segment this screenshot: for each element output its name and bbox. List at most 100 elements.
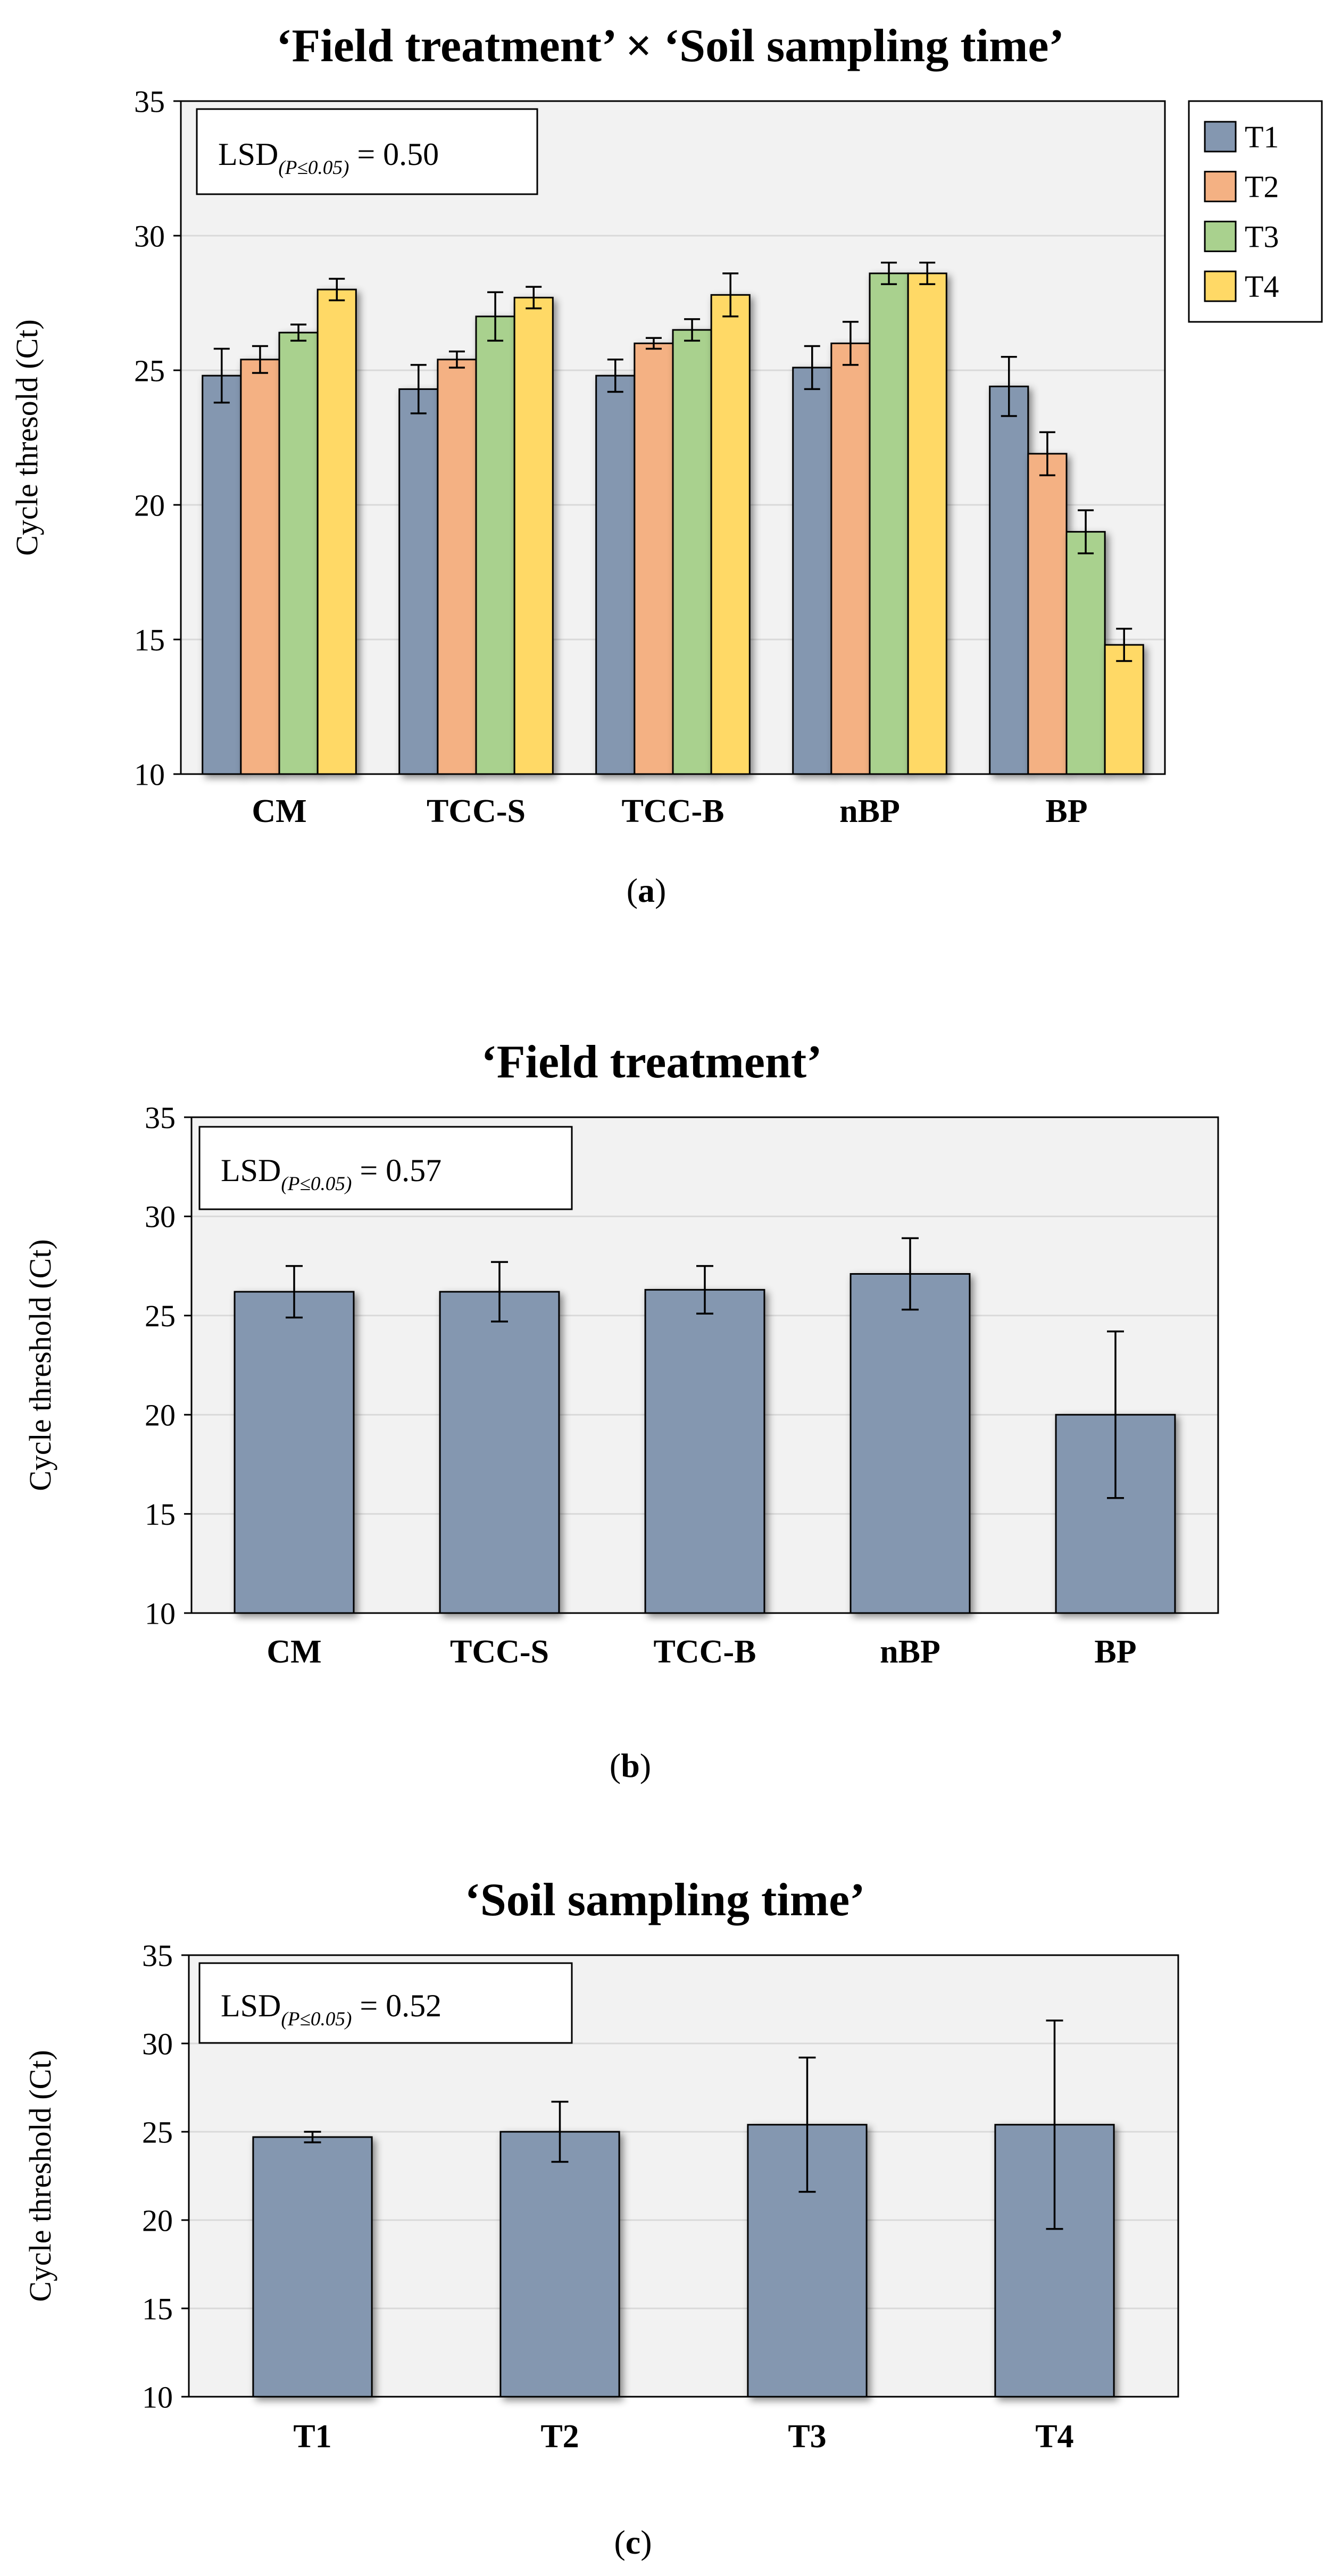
chart-title: ‘Field treatment’ × ‘Soil sampling time’ <box>276 20 1064 72</box>
chart-title: ‘Field treatment’ <box>481 1036 822 1088</box>
x-category-label: CM <box>252 793 306 829</box>
lsd-annotation: LSD(P≤0.05) = 0.52 <box>221 1988 442 2030</box>
y-tick-label: 35 <box>134 84 165 119</box>
lsd-value: = 0.52 <box>352 1988 442 2023</box>
bar <box>710 294 751 775</box>
y-tick-label: 10 <box>142 2380 173 2414</box>
y-tick-label: 35 <box>142 1938 173 1973</box>
legend-swatch <box>1204 270 1237 302</box>
bar <box>634 342 674 775</box>
y-tick-label: 20 <box>142 2203 173 2238</box>
bar <box>439 1291 560 1614</box>
chart-b: ‘Field treatment’ 10 15 20 25 30 35 Cycle thres… <box>23 1036 1219 1784</box>
bar <box>792 367 832 775</box>
figure-caption: (a) <box>627 871 667 909</box>
bar <box>398 388 439 775</box>
caption-close: ) <box>655 871 666 909</box>
x-category-label: T2 <box>540 2419 579 2455</box>
caption-letter: c <box>626 2523 640 2561</box>
bar <box>234 1291 355 1614</box>
x-category-label: nBP <box>839 793 900 829</box>
y-tick-label: 35 <box>145 1100 176 1135</box>
chart-c: ‘Soil sampling time’ 10 15 20 25 30 35 Cycle th… <box>23 1874 1179 2561</box>
chart-a: ‘Field treatment’ × ‘Soil sampling time’… <box>10 20 1323 909</box>
figure-caption: (c) <box>614 2523 652 2561</box>
y-tick-label: 30 <box>142 2026 173 2061</box>
legend-label: T2 <box>1245 170 1279 204</box>
y-tick-label: 30 <box>145 1200 176 1234</box>
legend-label: T1 <box>1245 120 1279 154</box>
y-tick-label: 25 <box>145 1299 176 1333</box>
x-category-label: nBP <box>880 1634 940 1670</box>
x-category-label: TCC-B <box>654 1634 756 1670</box>
x-category-label: BP <box>1045 793 1087 829</box>
bar <box>869 272 909 775</box>
y-tick-label: 25 <box>142 2115 173 2149</box>
bar <box>849 1273 971 1614</box>
lsd-subscript: (P≤0.05) <box>281 1173 352 1195</box>
y-tick-label: 20 <box>134 488 165 522</box>
bar <box>989 385 1029 775</box>
legend-label: T4 <box>1245 269 1279 304</box>
caption-close: ) <box>640 1747 651 1784</box>
plot-frame <box>188 1954 1179 2398</box>
bar <box>830 342 871 775</box>
bar <box>240 359 280 775</box>
bar <box>1065 531 1106 775</box>
caption-open: ( <box>614 2523 625 2561</box>
x-category-label: T1 <box>293 2419 331 2455</box>
lsd-value: = 0.50 <box>349 137 439 172</box>
caption-letter: a <box>638 871 655 909</box>
bar <box>252 2136 373 2398</box>
lsd-subscript: (P≤0.05) <box>278 157 349 179</box>
bar <box>907 272 947 775</box>
bar <box>437 359 477 775</box>
caption-open: ( <box>610 1747 621 1784</box>
y-axis-label: Cycle threshold (Ct) <box>23 2050 57 2302</box>
x-category-label: TCC-B <box>622 793 724 829</box>
y-tick-label: 25 <box>134 353 165 388</box>
y-tick-label: 10 <box>134 757 165 792</box>
lsd-box <box>196 108 538 195</box>
bar <box>513 296 554 775</box>
x-category-label: CM <box>266 1634 321 1670</box>
legend-swatch <box>1204 220 1237 252</box>
caption-open: ( <box>627 871 638 909</box>
chart-title: ‘Soil sampling time’ <box>465 1874 865 1926</box>
y-tick-label: 15 <box>134 622 165 657</box>
lsd-prefix: LSD <box>218 137 278 172</box>
lsd-box <box>198 1126 573 1210</box>
legend-swatch <box>1204 121 1237 153</box>
lsd-prefix: LSD <box>221 1153 281 1188</box>
bar <box>278 331 319 775</box>
y-tick-label: 15 <box>145 1497 176 1532</box>
bar <box>316 288 357 775</box>
bar <box>1104 644 1144 775</box>
x-category-label: T3 <box>788 2419 826 2455</box>
bar <box>672 329 712 775</box>
y-axis-label: Cycle threshold (Ct) <box>23 1239 57 1491</box>
legend-swatch <box>1204 171 1237 203</box>
y-tick-label: 20 <box>145 1398 176 1433</box>
bar <box>1027 453 1068 775</box>
lsd-annotation: LSD(P≤0.05) = 0.50 <box>218 137 439 179</box>
bar <box>475 315 515 775</box>
x-category-label: BP <box>1094 1634 1136 1670</box>
bar <box>499 2131 620 2398</box>
y-tick-label: 10 <box>145 1596 176 1631</box>
lsd-value: = 0.57 <box>352 1153 442 1188</box>
lsd-subscript: (P≤0.05) <box>281 2008 352 2030</box>
bar <box>202 375 242 775</box>
y-tick-label: 30 <box>134 219 165 253</box>
x-category-label: TCC-S <box>450 1634 549 1670</box>
figure-caption: (b) <box>610 1747 651 1784</box>
y-tick-label: 15 <box>142 2291 173 2326</box>
lsd-prefix: LSD <box>221 1988 281 2023</box>
lsd-box <box>198 1962 573 2044</box>
bar <box>595 375 636 775</box>
x-category-label: T4 <box>1035 2419 1073 2455</box>
caption-close: ) <box>640 2523 652 2561</box>
x-category-label: TCC-S <box>427 793 526 829</box>
bar <box>644 1289 765 1614</box>
legend-label: T3 <box>1245 219 1279 254</box>
